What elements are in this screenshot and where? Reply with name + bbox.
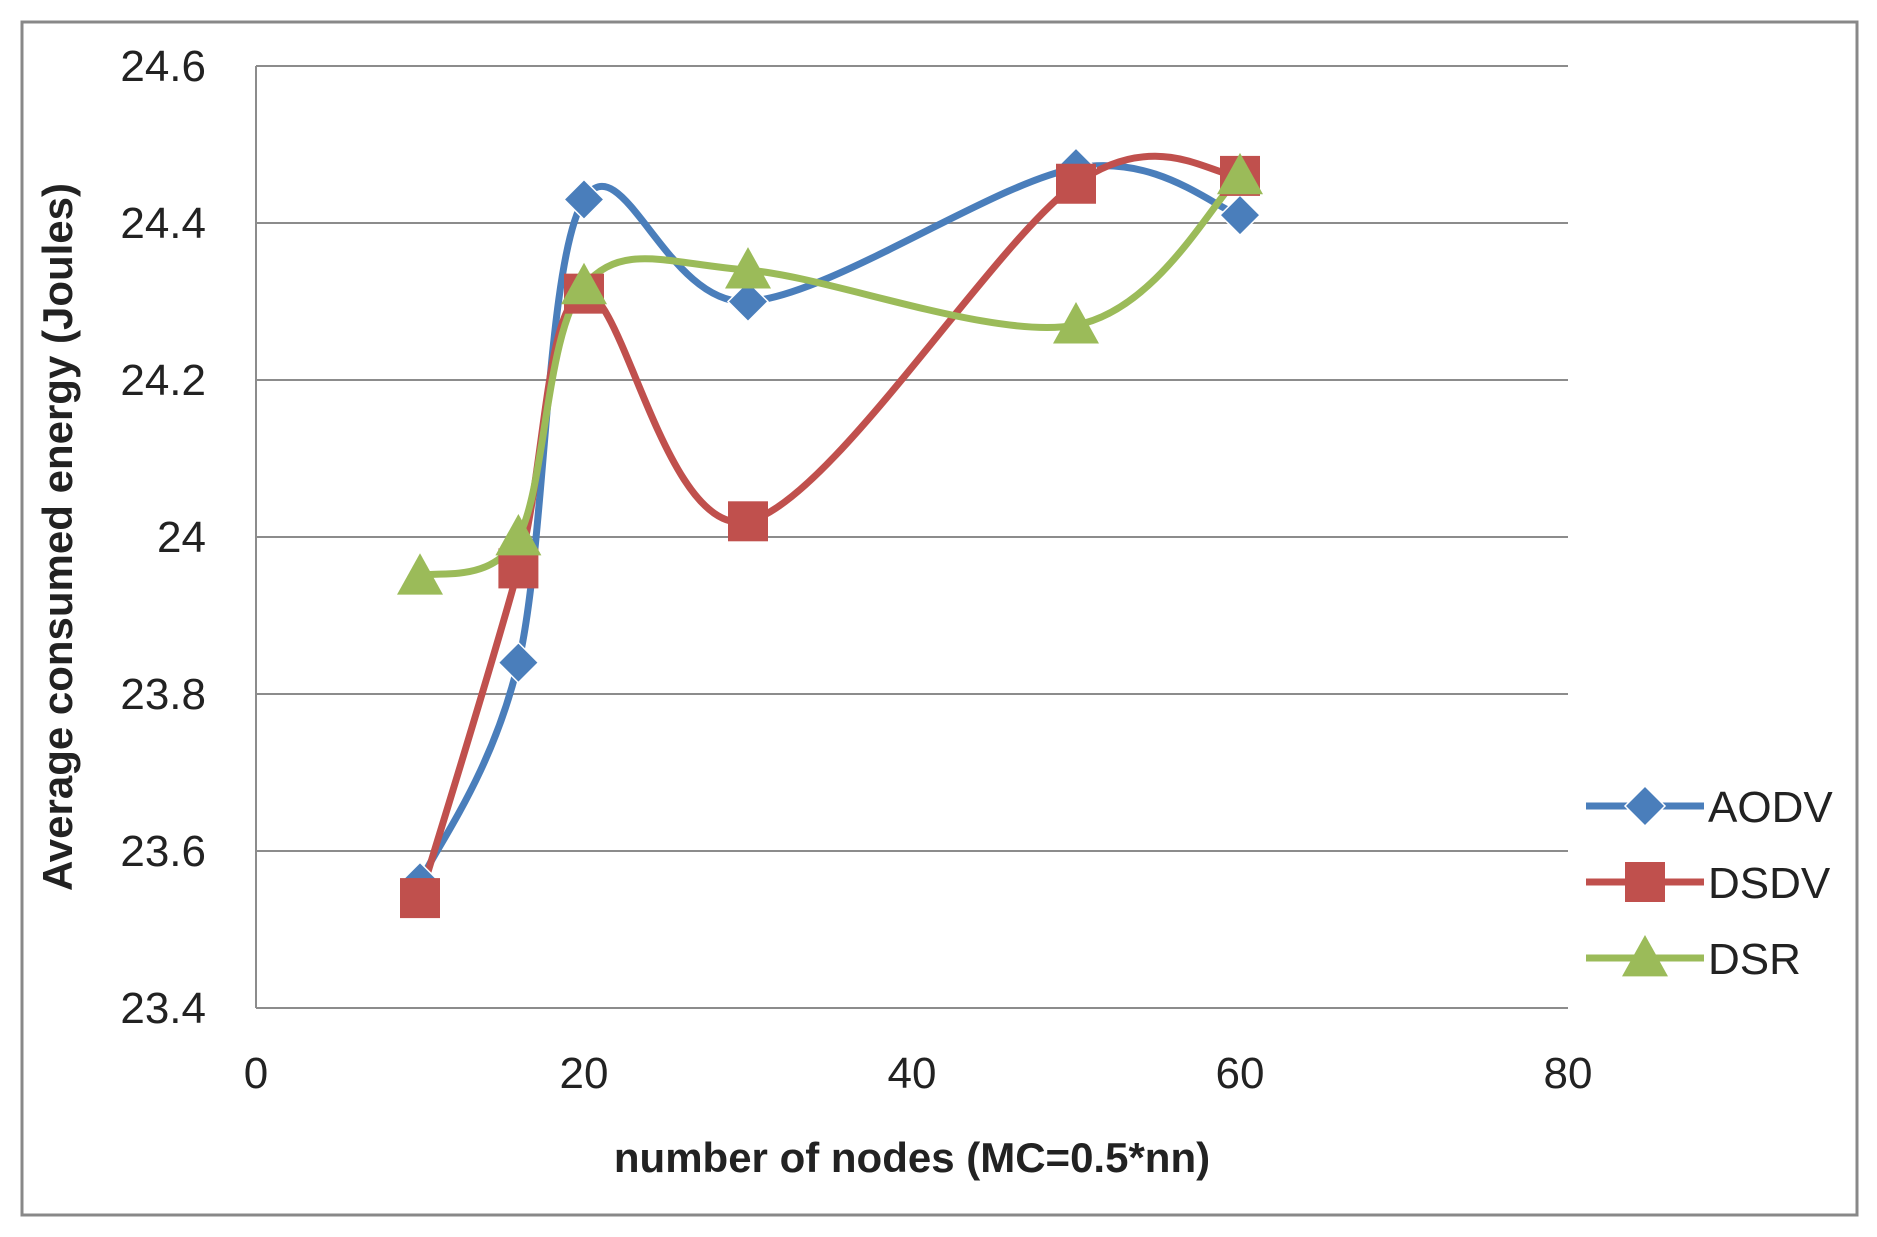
y-tick-label: 23.6 xyxy=(120,827,206,876)
y-tick-label: 23.8 xyxy=(120,670,206,719)
tick-labels: 23.4 23.6 23.8 24 24.2 24.4 24.6 0 20 40 60 80 xyxy=(120,42,1592,1098)
y-tick-label: 24 xyxy=(157,513,206,562)
legend: AODV DSDV DSR xyxy=(1586,783,1833,984)
data-point-dsr xyxy=(397,553,443,595)
data-point-dsr xyxy=(561,262,607,305)
y-tick-label: 24.6 xyxy=(120,42,206,91)
data-point-dsr xyxy=(495,514,542,556)
legend-label: DSDV xyxy=(1708,859,1831,908)
data-point-dsdv xyxy=(400,878,440,919)
legend-item-aodv: AODV xyxy=(1586,783,1833,832)
legend-label: DSR xyxy=(1708,935,1801,984)
data-point-aodv xyxy=(1218,194,1262,237)
data-point-dsdv xyxy=(1056,163,1096,204)
data-point-aodv xyxy=(562,178,606,221)
x-tick-label: 40 xyxy=(888,1049,937,1098)
data-point-dsr xyxy=(1053,302,1099,344)
legend-label: AODV xyxy=(1708,783,1833,832)
x-tick-label: 0 xyxy=(244,1049,268,1098)
data-point-dsr xyxy=(1217,152,1263,195)
legend-item-dsr: DSR xyxy=(1586,935,1801,984)
legend-item-dsdv: DSDV xyxy=(1586,859,1831,908)
legend-swatch-marker xyxy=(1622,935,1668,977)
y-tick-label: 23.4 xyxy=(120,984,206,1033)
gridlines xyxy=(256,65,1568,1009)
x-tick-label: 60 xyxy=(1216,1049,1265,1098)
series-markers xyxy=(397,146,1263,919)
y-axis-title: Average consumed energy (Joules) xyxy=(34,183,81,891)
data-point-dsdv xyxy=(728,501,768,542)
legend-swatch-marker xyxy=(1623,784,1667,828)
x-tick-label: 20 xyxy=(560,1049,609,1098)
data-point-aodv xyxy=(497,641,540,684)
data-point-aodv xyxy=(726,280,770,323)
chart-border xyxy=(20,20,1859,1217)
data-point-dsr xyxy=(725,247,771,289)
x-tick-label: 80 xyxy=(1544,1049,1593,1098)
y-tick-label: 24.2 xyxy=(120,356,206,405)
y-tick-label: 24.4 xyxy=(120,199,206,248)
x-axis-title: number of nodes (MC=0.5*nn) xyxy=(614,1134,1210,1181)
legend-swatch-marker xyxy=(1625,862,1665,902)
